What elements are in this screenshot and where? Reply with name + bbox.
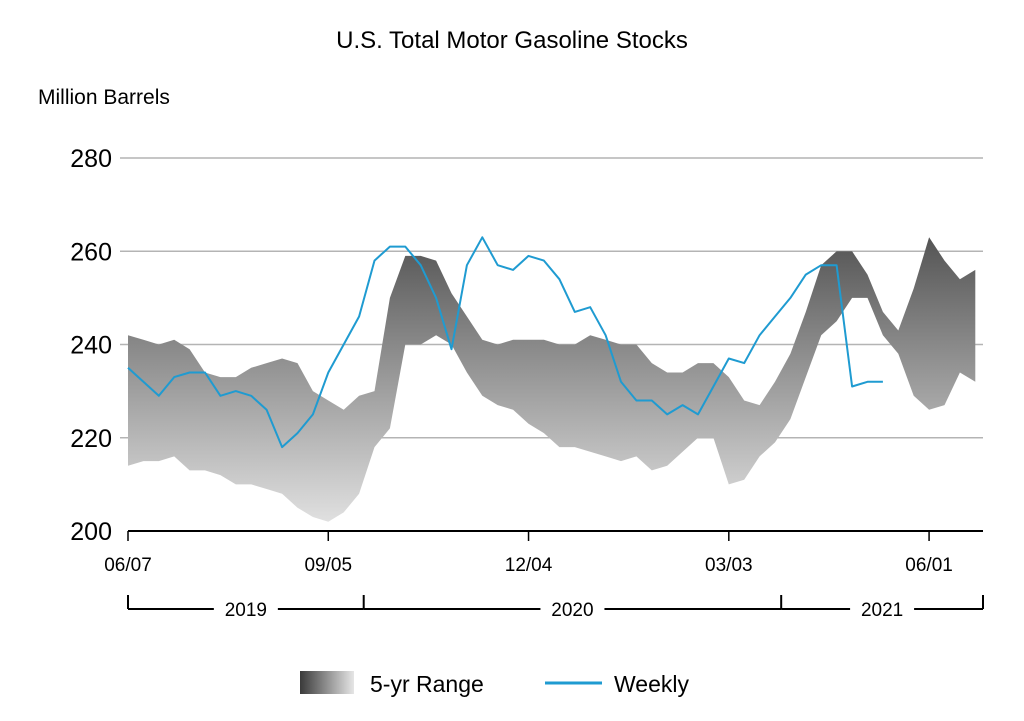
legend: 5-yr Range Weekly bbox=[300, 671, 689, 697]
year-label-2021: 2021 bbox=[861, 600, 903, 621]
y-axis-ticks: 200 220 240 260 280 bbox=[70, 145, 112, 546]
x-tick-label-1: 09/05 bbox=[304, 555, 352, 576]
y-tick-label-280: 280 bbox=[70, 145, 112, 173]
legend-label-range: 5-yr Range bbox=[370, 671, 484, 697]
y-tick-label-220: 220 bbox=[70, 425, 112, 453]
legend-swatch-range bbox=[300, 671, 354, 694]
y-tick-label-240: 240 bbox=[70, 332, 112, 360]
year-label-bg-2019 bbox=[213, 597, 278, 621]
range-band bbox=[128, 237, 976, 522]
year-label-bg-2020 bbox=[540, 597, 605, 621]
chart-title: U.S. Total Motor Gasoline Stocks bbox=[336, 27, 688, 54]
year-label-bg-2021 bbox=[850, 597, 915, 621]
y-tick-label-260: 260 bbox=[70, 238, 112, 266]
legend-label-weekly: Weekly bbox=[614, 671, 689, 697]
x-axis-ticks: 06/0709/0512/0403/0306/0108/3011/2802/26… bbox=[104, 531, 953, 576]
x-tick-label-0: 06/07 bbox=[104, 555, 152, 576]
x-tick-label-3: 03/03 bbox=[705, 555, 753, 576]
x-tick-label-2: 12/04 bbox=[505, 555, 553, 576]
y-axis-label: Million Barrels bbox=[38, 86, 170, 109]
year-brackets: 2019 2020 2021 bbox=[127, 595, 984, 621]
x-tick-label-4: 06/01 bbox=[905, 555, 953, 576]
weekly-line bbox=[127, 236, 883, 449]
weekly-series bbox=[127, 236, 883, 449]
five-year-range-area bbox=[128, 237, 976, 522]
year-label-2019: 2019 bbox=[225, 600, 267, 621]
year-label-2020: 2020 bbox=[551, 600, 593, 621]
y-tick-label-200: 200 bbox=[70, 518, 112, 546]
